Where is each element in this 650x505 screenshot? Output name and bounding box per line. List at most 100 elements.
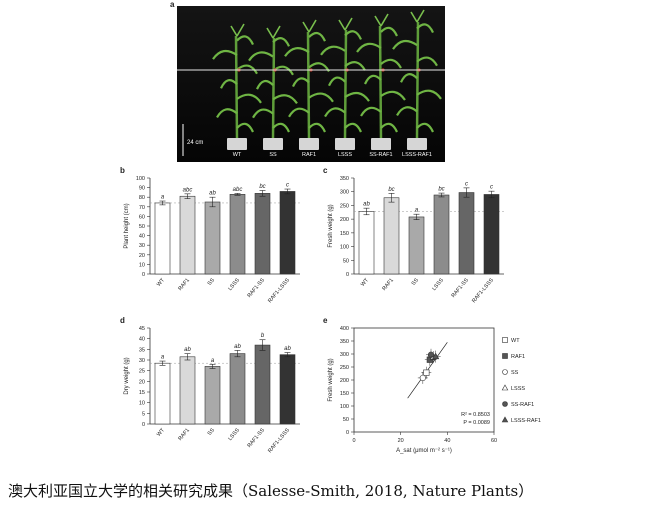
leaf xyxy=(308,122,327,133)
plant-height-chart: 0 10 20 30 40 50 60 70 80 90 100 a WT abc RAF1 ab SS abc L… xyxy=(124,176,300,304)
plant-label: LSSS-RAF1 xyxy=(402,152,432,158)
leaf xyxy=(380,122,399,133)
leaf xyxy=(212,49,238,60)
category-label: WT xyxy=(360,277,371,288)
significance-letter: bc xyxy=(438,187,444,193)
figure-caption: 澳大利亚国立大学的相关研究成果（Salesse-Smith, 2018, Nat… xyxy=(8,482,534,500)
y-tick-label: 30 xyxy=(139,243,145,249)
bar xyxy=(483,194,500,275)
panel-letter-b: b xyxy=(120,166,125,175)
photo-background xyxy=(177,6,445,162)
panel-letter-a: a xyxy=(170,0,175,9)
leaf xyxy=(324,107,346,118)
leaf xyxy=(248,51,274,62)
leaf xyxy=(380,26,399,37)
y-tick-label: 50 xyxy=(343,417,349,423)
leaf xyxy=(236,35,255,46)
bar xyxy=(179,356,196,425)
leaf xyxy=(360,106,382,117)
significance-letter: a xyxy=(161,355,165,361)
y-tick-label: 50 xyxy=(343,258,349,264)
leaf xyxy=(416,23,435,34)
y-tick-label: 5 xyxy=(142,411,145,417)
bar xyxy=(229,353,246,425)
leaf xyxy=(344,122,363,133)
category-label: RAF1-SS xyxy=(247,427,267,449)
category-label: RAF1-LSSS xyxy=(267,277,291,304)
leaf xyxy=(291,77,310,88)
p-value-label: P = 0.0089 xyxy=(463,420,490,426)
significance-letter: ab xyxy=(184,347,191,353)
y-tick-label: 40 xyxy=(139,337,145,343)
significance-letter: bc xyxy=(388,187,394,193)
leaf-tip xyxy=(230,23,245,37)
plant-photograph: 24 cm WT SS RAF1 LSSS SS-RAF1 LSSS-RAF1 xyxy=(177,6,445,162)
significance-letter: c xyxy=(465,181,468,187)
leaf xyxy=(344,91,370,102)
stem xyxy=(378,25,383,139)
legend-label: LSSS-RAF1 xyxy=(511,418,541,424)
dry-weight-chart: 0 5 10 15 20 25 30 35 40 45 a WT ab RAF1 a SS ab LSSS b RAF… xyxy=(124,326,300,454)
significance-letter: b xyxy=(261,333,265,339)
legend-label: LSSS xyxy=(511,386,525,392)
leaf xyxy=(308,62,330,73)
significance-letter: a xyxy=(211,358,215,364)
leaf xyxy=(308,31,327,42)
pot xyxy=(371,138,391,150)
y-tick-label: 10 xyxy=(139,262,145,268)
data-point xyxy=(419,374,426,382)
significance-letter: a xyxy=(415,208,419,214)
leaf xyxy=(308,92,334,103)
plant-label: LSSS xyxy=(338,152,352,158)
bar xyxy=(204,366,221,425)
y-tick-label: 300 xyxy=(340,190,349,196)
significance-letter: abc xyxy=(183,187,193,193)
stem xyxy=(234,35,239,139)
panel-letter-c: c xyxy=(323,166,328,175)
plant-label: SS-RAF1 xyxy=(369,152,392,158)
y-axis-label: Dry weight (g) xyxy=(124,357,130,394)
legend-label: RAF1 xyxy=(511,354,525,360)
leaf xyxy=(356,42,382,53)
data-point xyxy=(432,352,440,360)
bar xyxy=(383,197,400,275)
leaf xyxy=(284,47,310,57)
y-tick-label: 0 xyxy=(346,430,349,436)
bar xyxy=(229,194,246,275)
y-tick-label: 400 xyxy=(340,326,349,332)
leaf xyxy=(236,93,262,104)
bar xyxy=(279,191,296,275)
leaf-tip xyxy=(374,13,389,27)
leaf-tip xyxy=(266,25,281,39)
legend-marker xyxy=(501,384,509,391)
bar xyxy=(154,202,171,275)
leaf xyxy=(236,122,255,133)
legend-marker xyxy=(502,353,508,359)
category-label: LSSS xyxy=(227,427,241,442)
category-label: RAF1 xyxy=(381,277,395,292)
data-point xyxy=(427,351,435,358)
x-tick-label: 60 xyxy=(491,438,497,444)
significance-letter: ab xyxy=(234,344,241,350)
y-tick-label: 200 xyxy=(340,217,349,223)
leaf xyxy=(236,64,258,75)
leaf xyxy=(399,73,418,83)
y-tick-label: 100 xyxy=(340,245,349,251)
y-tick-label: 20 xyxy=(139,379,145,385)
category-label: LSSS xyxy=(227,277,241,292)
legend-label: WT xyxy=(511,338,520,344)
y-tick-label: 100 xyxy=(136,176,145,182)
leaf-tip xyxy=(302,19,317,33)
significance-letter: ab xyxy=(209,191,216,197)
y-tick-label: 100 xyxy=(340,404,349,410)
data-point xyxy=(423,369,430,376)
pot xyxy=(263,138,283,150)
category-label: WT xyxy=(156,427,167,438)
bar xyxy=(358,211,375,275)
y-tick-label: 20 xyxy=(139,253,145,259)
x-tick-label: 20 xyxy=(398,438,404,444)
legend-label: SS xyxy=(511,370,519,376)
significance-letter: bc xyxy=(259,184,265,190)
leaf xyxy=(380,58,402,69)
category-label: RAF1-LSSS xyxy=(471,277,495,304)
